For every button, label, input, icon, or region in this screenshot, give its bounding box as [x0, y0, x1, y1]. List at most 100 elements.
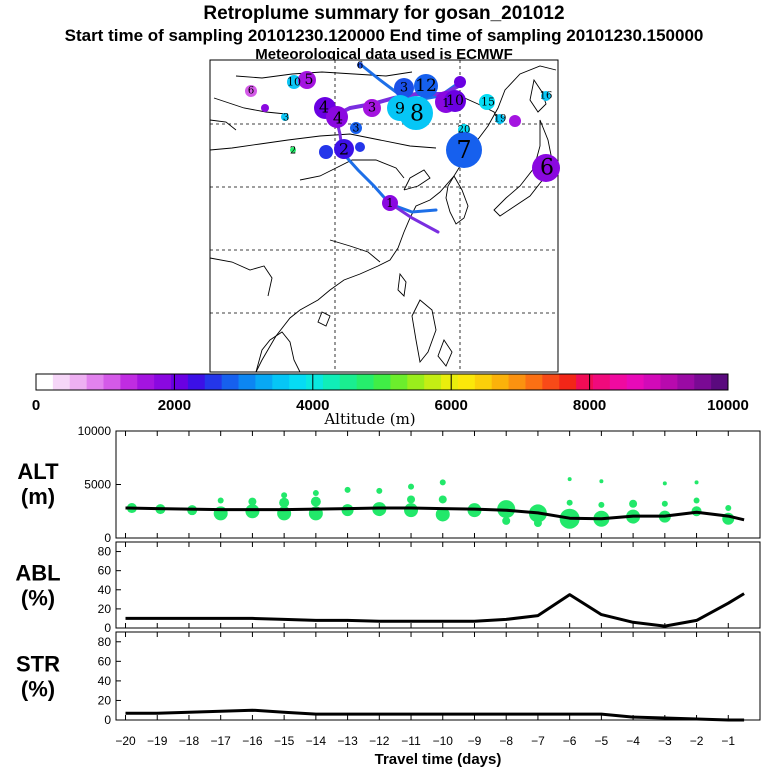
- panel-frame: [115, 541, 761, 629]
- panel-label: (%): [21, 586, 55, 611]
- cluster-label: 6: [357, 61, 363, 72]
- alt-scatter-dot: [662, 481, 667, 486]
- plume-circle: [319, 145, 333, 159]
- alt-scatter-dot: [566, 499, 573, 506]
- x-tick-label: −17: [211, 734, 232, 748]
- alt-scatter-dot: [435, 507, 450, 522]
- x-tick-label: −3: [658, 734, 672, 748]
- alt-scatter-dot: [281, 492, 288, 499]
- x-tick-label: −18: [179, 734, 200, 748]
- y-tick-label: 0: [104, 713, 111, 727]
- altitude-colorbar: 0 2000 4000 6000 8000 10000 Altitude (m): [32, 373, 749, 428]
- cluster-label: 6: [540, 156, 554, 181]
- panel-label: ALT: [17, 459, 59, 484]
- y-tick-label: 0: [104, 621, 111, 635]
- y-tick-label: 10000: [78, 424, 112, 438]
- plume-circle: [446, 132, 482, 168]
- x-tick-label: −2: [690, 734, 704, 748]
- panel-frame: [115, 631, 761, 721]
- alt-scatter-dot: [312, 490, 319, 497]
- colorbar-cell: [457, 374, 476, 390]
- colorbar-cell: [711, 374, 729, 390]
- sampling-time-line: Start time of sampling 20101230.120000 E…: [64, 26, 704, 45]
- colorbar-cell: [643, 374, 661, 390]
- colorbar-tick-label: 6000: [435, 397, 468, 414]
- map-plume-circles: [245, 62, 560, 211]
- alt-scatter-dot: [502, 516, 511, 525]
- colorbar-cell: [272, 374, 290, 390]
- plume-circle: [454, 76, 466, 88]
- x-tick-label: −9: [468, 734, 482, 748]
- colorbar-cell: [322, 374, 341, 390]
- colorbar-cell: [491, 374, 509, 390]
- y-tick-label: 20: [98, 693, 112, 707]
- panel-label: (%): [21, 677, 55, 702]
- colorbar-cell: [576, 374, 594, 390]
- colorbar-cell: [694, 374, 712, 390]
- colorbar-cell: [407, 374, 425, 390]
- alt-scatter-dot: [217, 497, 224, 504]
- plume-circle: [298, 71, 316, 89]
- plume-circle: [509, 115, 521, 127]
- alt-scatter-dot: [725, 505, 732, 512]
- cluster-label: 4: [319, 98, 329, 117]
- x-tick-label: −7: [531, 734, 545, 748]
- colorbar-cell: [36, 374, 54, 390]
- x-tick-label: −6: [563, 734, 577, 748]
- colorbar-cell: [255, 374, 273, 390]
- map-panel: 6 10 5 6 4 3 4 3 3 7 12 9 8 1 10 15 16 1…: [209, 59, 560, 373]
- plume-circle: [245, 85, 257, 97]
- meteorological-data-line: Meteorological data used is ECMWF: [255, 46, 513, 63]
- map-cluster-labels: 6 10 5 6 4 3 4 3 3 7 12 9 8 1 10 15 16 1…: [248, 61, 554, 211]
- plume-circle: [334, 139, 354, 159]
- panel-alt: 0 5000 10000 ALT(m): [17, 424, 761, 545]
- colorbar-cell: [677, 374, 695, 390]
- alt-scatter-dot: [404, 503, 419, 518]
- alt-scatter-dot: [438, 495, 447, 504]
- plume-circle: [355, 142, 365, 152]
- x-tick-label: −12: [369, 734, 390, 748]
- colorbar-cell: [474, 374, 493, 390]
- colorbar-cell: [103, 374, 121, 390]
- y-tick-label: 60: [98, 564, 112, 578]
- colorbar-cell: [171, 374, 189, 390]
- alt-scatter-dot: [694, 480, 699, 485]
- alt-scatter-dot: [533, 519, 542, 528]
- plume-circle: [399, 96, 433, 130]
- x-tick-label: −4: [626, 734, 640, 748]
- alt-scatter-dot: [341, 504, 354, 517]
- plume-circle: [326, 106, 348, 128]
- y-tick-label: 60: [98, 654, 112, 668]
- x-tick-label: −19: [147, 734, 168, 748]
- colorbar-cell: [390, 374, 408, 390]
- chart-title: Retroplume summary for gosan_201012: [203, 3, 565, 24]
- alt-scatter-dot: [245, 504, 260, 519]
- trajectory-line-blue-2: [338, 148, 438, 214]
- alt-scatter-dot: [408, 483, 415, 490]
- colorbar-cell: [221, 374, 239, 390]
- colorbar-cell: [339, 374, 358, 390]
- x-tick-label: −1: [721, 734, 735, 748]
- plume-circle: [382, 195, 398, 211]
- x-tick-label: −5: [595, 734, 609, 748]
- plume-circle: [357, 62, 363, 68]
- cluster-label: 10: [287, 76, 301, 89]
- plume-circle: [287, 75, 301, 89]
- y-tick-label: 20: [98, 602, 112, 616]
- panel-label: ABL: [15, 561, 60, 586]
- cluster-label: 4: [333, 109, 343, 128]
- cluster-label: 3: [283, 113, 289, 124]
- colorbar-cell: [306, 374, 324, 390]
- cluster-label: 19: [494, 114, 507, 125]
- colorbar-tick-label: 2000: [158, 397, 191, 414]
- plume-circle: [290, 147, 296, 153]
- y-tick-label: 80: [98, 545, 112, 559]
- cluster-label: 10: [446, 93, 464, 109]
- plume-circle: [444, 90, 466, 112]
- plume-circle: [541, 91, 551, 101]
- alt-scatter-dot: [567, 477, 572, 482]
- plume-circle: [495, 114, 505, 124]
- cluster-label: 3: [353, 122, 360, 135]
- x-axis-ticks: −20 −19 −18 −17 −16 −15 −14 −13 −12 −11 −10 −9 −8 −7 −…: [115, 734, 735, 748]
- alt-series-line: [125, 506, 745, 522]
